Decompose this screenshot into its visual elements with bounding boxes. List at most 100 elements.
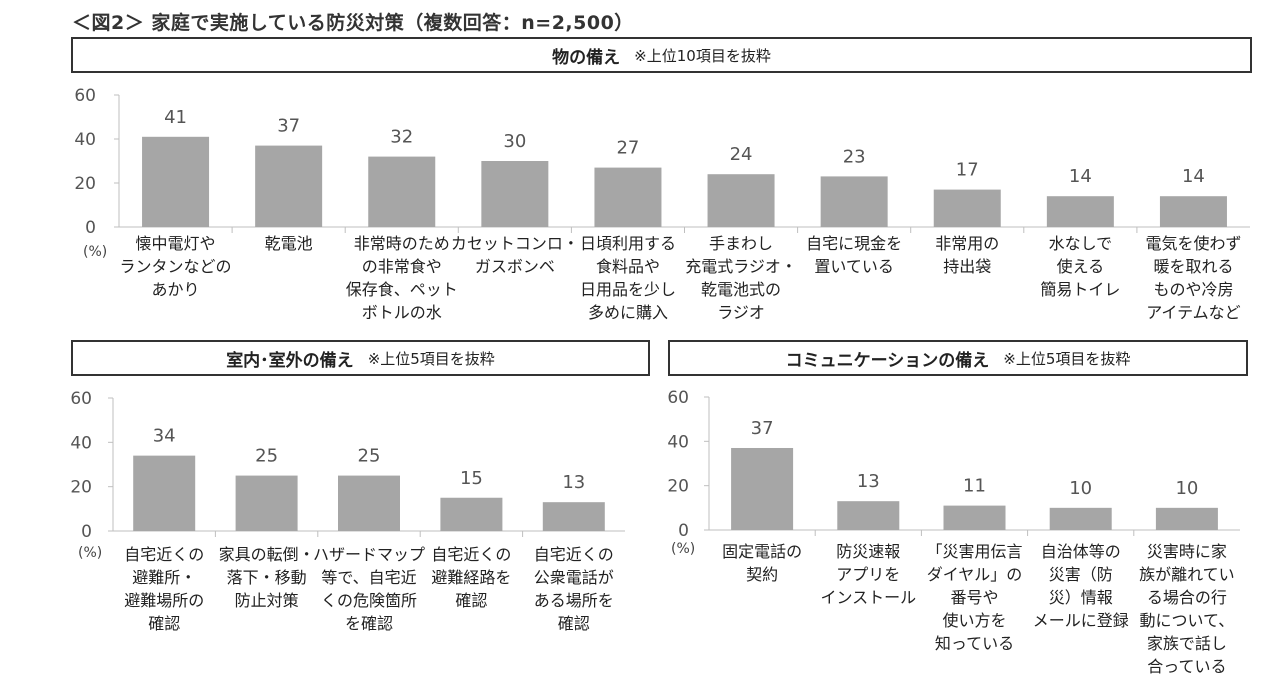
goods-category-label: 非常時のための非常食や保存食、ペットボトルの水 — [346, 234, 458, 322]
indoor-category-label-line: 避難所・ — [132, 568, 196, 587]
panel-header-goods: 物の備え ※上位10項目を抜粋 — [71, 37, 1252, 73]
panel-note-communication: ※上位5項目を抜粋 — [1003, 349, 1131, 368]
indoor-category-label-line: ハザードマップ — [313, 545, 425, 564]
panel-title-goods: 物の備え — [552, 47, 621, 68]
goods-bar — [1046, 196, 1114, 227]
goods-bar — [594, 167, 662, 227]
comm-category-label-line: 契約 — [746, 565, 778, 584]
indoor-category-label-line: 確認 — [455, 591, 487, 610]
indoor-y-tick-label: 0 — [81, 522, 92, 542]
comm-value-label: 37 — [751, 418, 774, 439]
goods-category-label: 乾電池 — [265, 234, 313, 253]
comm-category-label-line: ダイヤル」の — [927, 565, 1023, 584]
comm-category-label-line: 災）情報 — [1049, 588, 1113, 607]
indoor-category-label-line: を確認 — [345, 614, 393, 633]
indoor-category-label-line: 避難場所の — [124, 591, 204, 610]
indoor-y-tick-label: 60 — [70, 389, 92, 409]
goods-value-label: 24 — [730, 144, 753, 165]
indoor-category-label-line: 防止対策 — [235, 591, 299, 610]
goods-bar — [142, 136, 210, 227]
goods-value-label: 37 — [277, 116, 300, 137]
goods-category-label-line: ボトルの水 — [362, 303, 442, 322]
indoor-value-label: 15 — [460, 468, 483, 489]
goods-value-label: 32 — [390, 127, 413, 148]
goods-value-label: 27 — [616, 138, 639, 159]
comm-category-label-line: インストール — [820, 588, 916, 607]
goods-category-label-line: 充電式ラジオ・ — [685, 257, 797, 276]
goods-category-label-line: 電気を使わず — [1145, 234, 1241, 253]
goods-category-label-line: ものや冷房 — [1153, 280, 1233, 299]
goods-category-label: カセットコンロ・ガスボンベ — [451, 234, 579, 276]
comm-bar — [837, 501, 900, 530]
comm-value-label: 11 — [963, 476, 986, 497]
goods-category-label-line: 簡易トイレ — [1040, 280, 1120, 299]
goods-value-label: 17 — [956, 160, 979, 181]
goods-category-label-line: 手まわし — [709, 234, 773, 253]
indoor-value-label: 25 — [358, 446, 381, 467]
goods-bar — [1159, 196, 1227, 227]
goods-category-label-line: アイテムなど — [1146, 303, 1240, 322]
goods-bar — [933, 189, 1001, 227]
goods-category-label-line: 乾電池 — [265, 234, 313, 253]
comm-category-label-line: 動について、 — [1140, 611, 1235, 630]
goods-bar — [707, 174, 775, 227]
goods-category-label-line: 非常時のため — [354, 234, 450, 253]
goods-category-label-line: 保存食、ペット — [346, 280, 458, 299]
goods-category-label-line: の非常食や — [362, 257, 442, 276]
indoor-value-label: 13 — [562, 472, 585, 493]
goods-category-label-line: 暖を取れる — [1153, 257, 1233, 276]
goods-category-label-line: ガスボンベ — [475, 257, 555, 276]
comm-category-label: 災害時に家族が離れている場合の行動について、家族で話し合っている — [1139, 542, 1235, 676]
indoor-category-label-line: 自宅近くの — [534, 545, 614, 564]
comm-y-tick-label: 40 — [667, 432, 689, 452]
indoor-bar — [542, 502, 605, 531]
goods-value-label: 23 — [843, 146, 866, 167]
indoor-bar — [133, 455, 196, 531]
comm-category-label-line: 災害時に家 — [1147, 542, 1227, 561]
goods-category-label: 非常用の持出袋 — [935, 234, 999, 276]
comm-y-tick-label: 20 — [667, 477, 689, 497]
goods-y-tick-label: 40 — [74, 130, 96, 150]
comm-y-tick-label: 0 — [678, 521, 689, 541]
indoor-category-label-line: 等で、自宅近 — [321, 568, 416, 587]
comm-category-label-line: 使い方を — [942, 611, 1006, 630]
comm-category-label-line: アプリを — [836, 565, 900, 584]
goods-y-tick-label: 60 — [74, 86, 96, 106]
indoor-value-label: 34 — [153, 426, 176, 447]
panel-header-communication: コミュニケーションの備え ※上位5項目を抜粋 — [668, 340, 1248, 376]
comm-category-label-line: 「災害用伝言 — [926, 542, 1022, 561]
comm-bar — [1155, 507, 1218, 530]
goods-category-label-line: 自宅に現金を — [806, 234, 902, 253]
comm-category-label-line: メールに登録 — [1033, 611, 1129, 630]
goods-category-label: 電気を使わず暖を取れるものや冷房アイテムなど — [1145, 234, 1241, 322]
goods-bar — [481, 161, 549, 227]
goods-category-label-line: 多めに購入 — [588, 303, 668, 322]
comm-y-tick-label: 60 — [667, 388, 689, 408]
goods-category-label-line: 水なしで — [1049, 234, 1113, 253]
goods-category-label-line: 日頃利用する — [580, 234, 676, 253]
indoor-category-label-line: 避難経路を — [431, 568, 511, 587]
indoor-category-label-line: 自宅近くの — [124, 545, 204, 564]
comm-unit-label: (%) — [671, 541, 695, 557]
goods-category-label-line: 懐中電灯や — [136, 234, 216, 253]
indoor-category-label-line: 自宅近くの — [431, 545, 511, 564]
goods-y-tick-label: 20 — [74, 174, 96, 194]
indoor-value-label: 25 — [255, 446, 278, 467]
goods-y-tick-label: 0 — [85, 218, 96, 238]
goods-category-label-line: 持出袋 — [943, 257, 991, 276]
indoor-category-label: 自宅近くの避難所・避難場所の確認 — [124, 545, 204, 633]
figure-title: ＜図2＞ 家庭で実施している防災対策（複数回答：n=2,500） — [72, 12, 634, 34]
indoor-category-label-line: 確認 — [148, 614, 180, 633]
goods-category-label: 懐中電灯やランタンなどのあかり — [120, 234, 232, 299]
indoor-category-label-line: 公衆電話が — [534, 568, 614, 587]
goods-category-label-line: 食料品や — [596, 257, 660, 276]
goods-category-label-line: 使える — [1057, 257, 1105, 276]
comm-category-label-line: 合っている — [1147, 657, 1226, 676]
comm-category-label: 「災害用伝言ダイヤル」の番号や使い方を知っている — [926, 542, 1022, 653]
goods-value-label: 41 — [164, 107, 187, 128]
comm-category-label-line: 族が離れてい — [1139, 565, 1235, 584]
goods-category-label-line: 乾電池式の — [701, 280, 781, 299]
comm-category-label-line: 自治体等の — [1041, 542, 1121, 561]
goods-category-label-line: 非常用の — [935, 234, 999, 253]
